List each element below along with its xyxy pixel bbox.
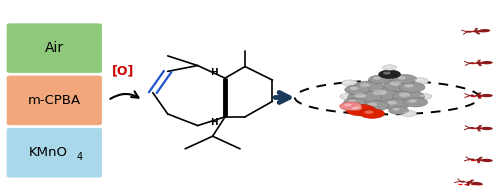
FancyBboxPatch shape [6,76,102,125]
Circle shape [384,79,416,91]
Text: m-CPBA: m-CPBA [28,94,81,107]
Ellipse shape [476,159,482,161]
Circle shape [352,106,362,111]
Circle shape [388,107,408,114]
Circle shape [404,98,427,107]
Ellipse shape [478,29,490,32]
Circle shape [378,70,400,79]
Circle shape [417,94,432,99]
Circle shape [362,111,366,113]
Circle shape [344,85,370,95]
Circle shape [392,108,400,111]
Circle shape [399,82,425,92]
Circle shape [390,81,401,86]
Circle shape [362,101,388,111]
Circle shape [354,81,384,93]
Text: KMnO: KMnO [28,146,68,159]
Circle shape [360,109,384,118]
Circle shape [368,103,377,106]
Circle shape [364,111,374,114]
Circle shape [358,110,372,115]
Circle shape [346,104,376,116]
Circle shape [373,77,380,80]
Circle shape [400,111,416,117]
Ellipse shape [481,127,493,130]
Circle shape [340,94,354,99]
FancyBboxPatch shape [6,23,102,73]
Circle shape [408,99,416,103]
Circle shape [392,90,424,103]
Circle shape [348,100,356,103]
Circle shape [382,99,409,110]
Ellipse shape [475,127,482,129]
Circle shape [342,95,348,97]
Text: Air: Air [45,41,64,55]
Circle shape [340,102,361,111]
Circle shape [392,74,416,84]
Circle shape [345,81,350,83]
Circle shape [342,80,357,86]
Ellipse shape [481,61,493,64]
Circle shape [404,84,413,88]
Circle shape [348,91,382,104]
Circle shape [387,101,397,105]
Circle shape [404,112,409,114]
Circle shape [354,93,366,98]
Ellipse shape [469,62,474,64]
Circle shape [344,98,365,107]
Text: [O]: [O] [112,65,134,78]
Circle shape [360,83,370,87]
Circle shape [368,75,390,84]
Circle shape [399,93,410,97]
Ellipse shape [475,95,482,97]
Ellipse shape [481,159,493,162]
Circle shape [350,87,358,90]
Circle shape [382,65,396,70]
Circle shape [414,79,420,81]
Circle shape [344,104,352,106]
Ellipse shape [469,95,474,97]
Circle shape [364,87,405,102]
Ellipse shape [470,159,475,160]
Circle shape [383,72,390,74]
FancyBboxPatch shape [6,128,102,177]
Circle shape [420,95,426,97]
Ellipse shape [481,94,493,97]
Circle shape [398,76,406,79]
Ellipse shape [471,182,482,185]
Circle shape [410,78,428,84]
Ellipse shape [473,30,479,32]
Circle shape [372,90,386,95]
Text: H: H [210,118,218,127]
Ellipse shape [460,181,466,183]
Ellipse shape [469,127,474,129]
Ellipse shape [475,62,482,64]
Text: 4: 4 [76,152,82,162]
Text: H: H [210,68,218,77]
Ellipse shape [467,31,472,33]
Ellipse shape [466,181,472,184]
Circle shape [386,66,390,68]
